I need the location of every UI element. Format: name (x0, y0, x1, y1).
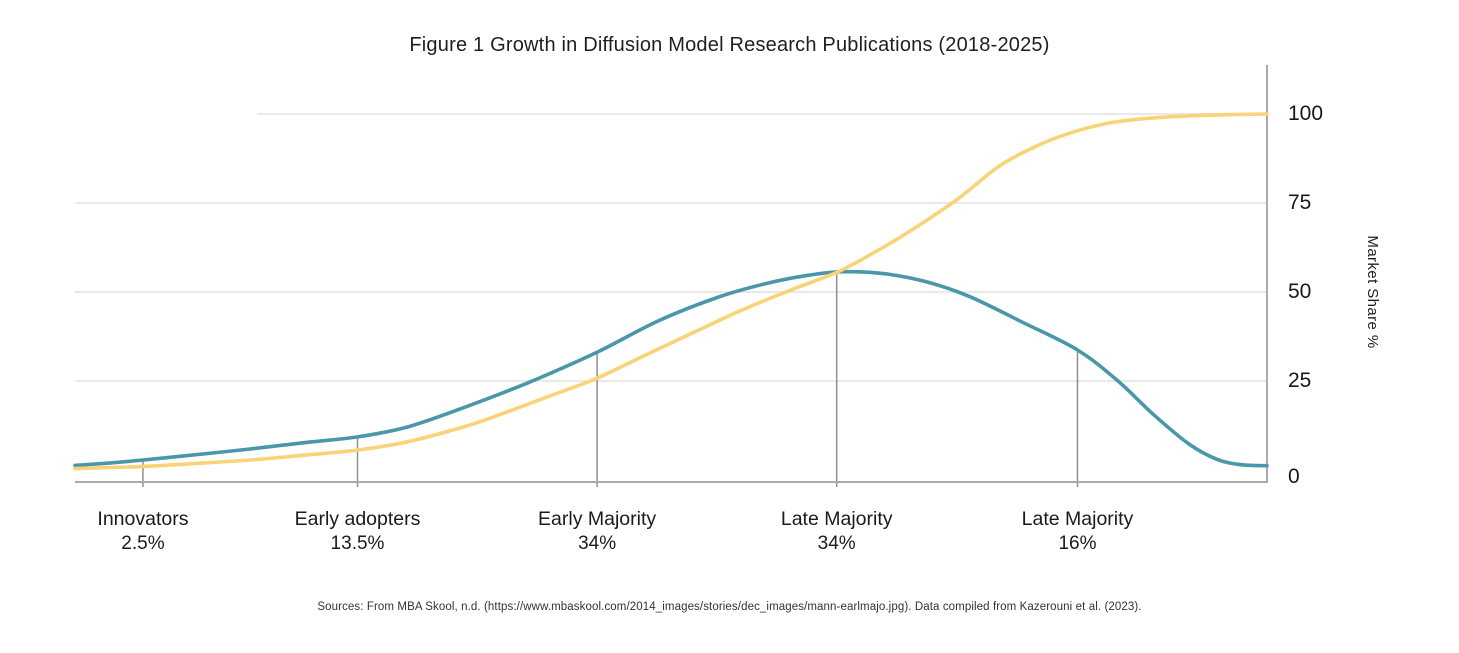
category-label-innovators: Innovators 2.5% (97, 507, 188, 556)
y-tick-75: 75 (1288, 191, 1312, 214)
category-share: 13.5% (330, 533, 385, 554)
adoption-bell-curve (73, 269, 1269, 468)
category-share: 34% (817, 533, 856, 554)
category-name: Late Majority (1021, 508, 1134, 530)
category-share: 16% (1058, 533, 1097, 554)
y-tick-25: 25 (1288, 369, 1312, 392)
source-note: Sources: From MBA Skool, n.d. (https://w… (317, 601, 1142, 613)
y-tick-100: 100 (1288, 102, 1324, 125)
y-axis-title: Market Share % (1364, 235, 1381, 349)
category-name: Late Majority (780, 508, 893, 530)
category-name: Early adopters (294, 508, 421, 530)
category-label-early-adopters: Early adopters 13.5% (295, 507, 421, 556)
figure-title: Figure 1 Growth in Diffusion Model Resea… (409, 34, 1050, 56)
category-share: 34% (578, 533, 617, 554)
cumulative-s-curve (73, 112, 1269, 471)
category-label-late-majority-2: Late Majority 16% (1022, 507, 1134, 556)
category-name: Innovators (97, 508, 189, 530)
y-tick-50: 50 (1288, 280, 1312, 303)
category-share: 2.5% (121, 533, 165, 554)
category-label-late-majority: Late Majority 34% (781, 507, 893, 556)
category-label-early-majority: Early Majority 34% (538, 507, 656, 556)
category-name: Early Majority (538, 508, 657, 530)
y-tick-0: 0 (1288, 465, 1300, 488)
